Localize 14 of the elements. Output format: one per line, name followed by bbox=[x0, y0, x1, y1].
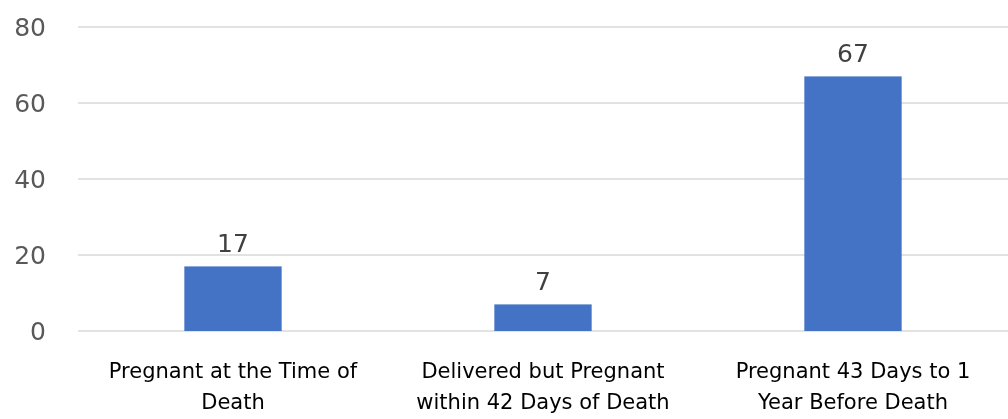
bar bbox=[184, 266, 282, 331]
y-tick-label: 0 bbox=[30, 316, 46, 346]
y-tick-label: 20 bbox=[14, 240, 46, 270]
bar bbox=[494, 304, 592, 331]
data-label: 7 bbox=[535, 267, 551, 297]
y-tick-label: 80 bbox=[14, 12, 46, 42]
x-tick-label: Delivered but Pregnant within 42 Days of Death bbox=[416, 359, 670, 414]
y-tick-label: 60 bbox=[14, 88, 46, 118]
y-tick-label: 40 bbox=[14, 164, 46, 194]
bar bbox=[804, 76, 902, 331]
x-tick-label: Pregnant 43 Days to 1 Year Before Death bbox=[735, 359, 971, 414]
x-tick-label: Pregnant at the Time of Death bbox=[108, 359, 358, 414]
data-label: 67 bbox=[837, 39, 869, 69]
data-label: 17 bbox=[217, 229, 249, 259]
